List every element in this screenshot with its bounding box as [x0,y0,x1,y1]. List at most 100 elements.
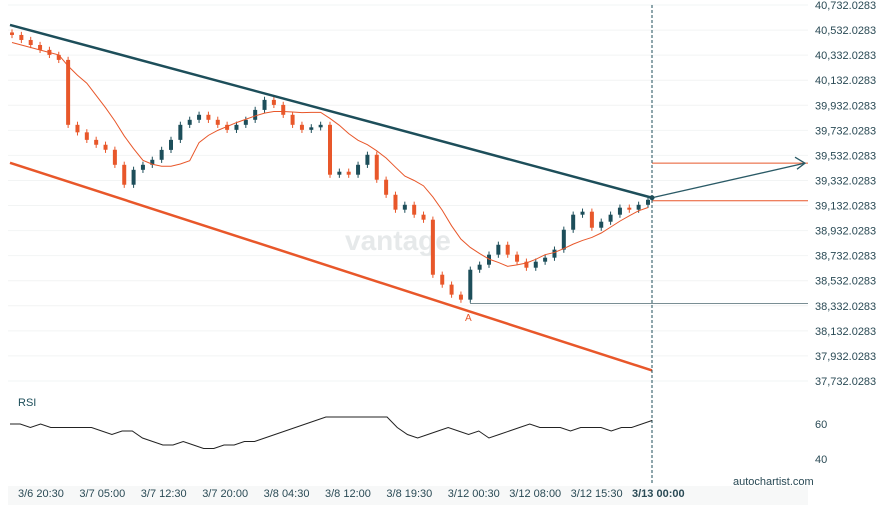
watermark-logo: vantage [345,225,451,256]
x-tick-label: 3/12 15:30 [571,488,623,500]
candle-body [617,207,622,215]
y-tick-label: 37,932.0283 [815,351,876,363]
candle-body [225,124,230,130]
candle-body [412,204,417,215]
candle-body [328,124,332,175]
y-tick-label: 38,732.0283 [815,251,876,263]
candle-body [571,214,576,230]
candle-body [561,229,566,250]
rsi-label: RSI [18,397,36,409]
y-tick-label: 40,132.0283 [815,75,876,87]
candle-body [636,204,641,210]
candle-body [337,171,342,175]
candle-body [365,154,370,165]
candle-body [496,244,501,255]
y-tick-label: 38,332.0283 [815,301,876,313]
candle-body [103,144,108,150]
candle-body [430,219,435,275]
candle-body [356,164,361,175]
x-tick-label: 3/8 12:00 [325,488,371,500]
candle-body [206,114,211,120]
candle-body [253,109,258,120]
candle-body [159,149,164,160]
candle-body [580,211,585,215]
candle-body [505,244,510,255]
credit: autochartist.com [733,476,814,488]
resistance-line [9,23,653,199]
candle-body [10,32,14,35]
y-tick-label: 39,932.0283 [815,100,876,112]
x-tick-label: 3/6 20:30 [18,488,64,500]
candle-body [402,204,407,210]
y-tick-label: 37,732.0283 [815,376,876,388]
moving-average-line [11,41,649,267]
y-tick-label: 39,532.0283 [815,150,876,162]
candle-body [56,54,61,60]
candle-body [290,114,295,125]
candle-body [533,261,538,268]
rsi-tick-label: 60 [815,419,827,431]
x-tick-label: 3/12 08:00 [509,488,561,500]
candle-body [234,124,239,130]
candle-body [243,119,248,125]
candle-body [38,44,43,50]
candle-body [187,119,192,125]
candle-body [271,99,276,105]
candle-body [524,261,529,268]
candle-body [299,124,304,130]
candle-body [589,211,594,228]
candle-body [421,214,426,220]
candle-body [197,114,202,120]
candle-body [374,154,379,180]
x-tick-label: 3/7 12:30 [141,488,187,500]
candle-body [543,257,548,262]
rsi-line [10,416,653,449]
forecast-arrow [651,162,806,199]
x-tick-label: 3/12 00:30 [448,488,500,500]
candle-body [131,169,136,185]
candle-body [515,254,520,262]
rsi-tick-label: 40 [815,454,827,466]
candle-body [468,269,473,300]
y-tick-label: 40,332.0283 [815,50,876,62]
candle-body [169,139,173,150]
y-tick-label: 38,132.0283 [815,326,876,338]
candle-body [178,124,183,140]
candle-body [440,274,445,285]
y-tick-label: 40,532.0283 [815,25,876,37]
y-tick-label: 39,132.0283 [815,201,876,213]
candle-body [28,39,33,45]
candle-body [112,149,117,165]
candle-body [84,132,89,140]
candle-body [75,124,80,133]
x-tick-label: 3/7 20:00 [202,488,248,500]
candle-body [150,159,155,165]
x-tick-label: 3/7 05:00 [79,488,125,500]
candle-body [346,171,351,175]
candle-body [281,104,286,115]
arrow-head-icon [794,156,807,170]
y-tick-label: 39,732.0283 [815,125,876,137]
x-tick-label: 3/13 00:00 [632,488,685,500]
candle-body [627,207,632,210]
y-tick-label: 38,932.0283 [815,226,876,238]
support-line [9,161,653,372]
candle-body [309,127,314,130]
y-tick-label: 40,732.0283 [815,0,876,12]
candle-body [393,194,398,210]
candle-body [384,179,389,195]
x-tick-label: 3/8 04:30 [264,488,310,500]
candle-body [262,99,267,110]
candle-body [215,119,220,125]
candle-body [66,59,71,125]
candle-body [458,294,463,300]
x-axis-band [8,486,808,505]
y-tick-label: 38,532.0283 [815,276,876,288]
candle-body [318,124,323,128]
candle-body [487,254,491,265]
candle-body [599,221,604,228]
candle-body [140,164,145,170]
candle-body [122,164,127,185]
